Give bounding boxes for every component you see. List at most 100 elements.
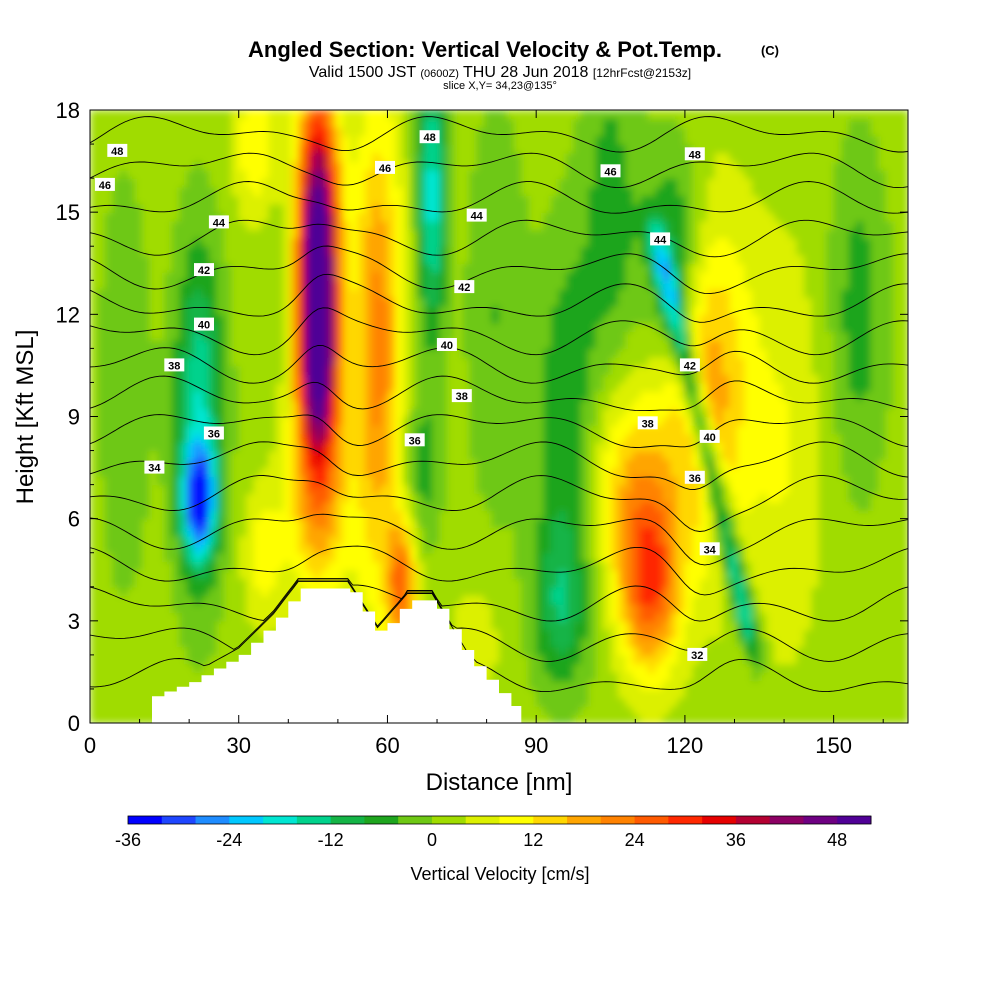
velocity-cell [320, 493, 329, 503]
velocity-cell [439, 433, 448, 443]
velocity-cell [238, 229, 247, 239]
velocity-cell [268, 135, 277, 145]
velocity-cell [469, 425, 478, 435]
velocity-cell [432, 161, 441, 171]
velocity-cell [521, 356, 530, 367]
velocity-cell [551, 263, 560, 273]
velocity-cell [246, 297, 255, 307]
velocity-cell [461, 442, 471, 452]
velocity-cell [149, 416, 158, 426]
velocity-cell [246, 425, 255, 435]
velocity-cell [409, 212, 418, 222]
velocity-cell [365, 127, 374, 137]
velocity-cell [305, 305, 314, 316]
velocity-cell [313, 493, 322, 503]
velocity-cell [283, 229, 292, 239]
velocity-cell [513, 135, 523, 145]
velocity-cell [179, 612, 188, 622]
velocity-cell [409, 510, 418, 520]
velocity-cell [223, 237, 233, 248]
velocity-cell [246, 144, 255, 154]
velocity-cell [595, 416, 604, 426]
velocity-cell [90, 578, 99, 588]
velocity-cell [320, 322, 329, 333]
velocity-cell [90, 518, 99, 528]
velocity-cell [536, 510, 545, 520]
velocity-cell [90, 339, 99, 350]
velocity-cell [565, 203, 575, 213]
velocity-cell [454, 314, 463, 324]
velocity-cell [149, 595, 158, 605]
velocity-cell [394, 186, 404, 196]
velocity-cell [127, 476, 136, 486]
velocity-cell [112, 373, 121, 384]
velocity-cell [565, 671, 575, 682]
velocity-cell [573, 297, 582, 307]
velocity-cell [261, 110, 270, 120]
velocity-cell [380, 356, 389, 367]
velocity-cell [513, 671, 523, 682]
velocity-cell [149, 552, 158, 563]
velocity-cell [469, 433, 478, 443]
velocity-cell [439, 110, 448, 120]
velocity-cell [208, 493, 218, 503]
velocity-cell [171, 442, 181, 452]
velocity-cell [171, 399, 181, 409]
velocity-cell [238, 237, 247, 248]
velocity-cell [439, 195, 448, 205]
velocity-cell [439, 161, 448, 171]
velocity-cell [90, 620, 99, 631]
velocity-cell [238, 169, 247, 179]
velocity-cell [446, 246, 456, 256]
velocity-cell [409, 578, 418, 588]
velocity-cell [298, 314, 307, 324]
velocity-cell [573, 356, 582, 367]
velocity-cell [261, 501, 270, 511]
velocity-cell [491, 229, 500, 239]
velocity-cell [476, 467, 485, 477]
velocity-cell [97, 578, 106, 588]
velocity-cell [327, 552, 337, 563]
velocity-cell [127, 705, 136, 716]
velocity-cell [595, 356, 604, 367]
velocity-cell [350, 195, 359, 205]
velocity-cell [513, 339, 523, 350]
velocity-cell [127, 331, 136, 341]
velocity-cell [580, 144, 590, 154]
velocity-cell [253, 450, 262, 460]
velocity-cell [402, 339, 411, 350]
velocity-cell [506, 612, 515, 622]
velocity-cell [543, 407, 552, 418]
velocity-cell [320, 152, 329, 162]
velocity-cell [409, 339, 418, 350]
velocity-cell [565, 254, 575, 265]
velocity-cell [558, 314, 567, 324]
velocity-cell [588, 535, 597, 545]
velocity-cell [580, 501, 590, 511]
velocity-cell [90, 654, 99, 665]
velocity-cell [595, 552, 604, 563]
velocity-cell [357, 399, 366, 409]
velocity-cell [201, 271, 210, 282]
velocity-cell [246, 135, 255, 145]
velocity-cell [499, 297, 508, 307]
velocity-cell [268, 450, 277, 460]
velocity-cell [104, 671, 114, 682]
velocity-cell [513, 476, 523, 486]
velocity-cell [268, 322, 277, 333]
velocity-cell [580, 212, 590, 222]
velocity-cell [246, 331, 255, 341]
velocity-cell [231, 527, 240, 537]
velocity-cell [142, 331, 151, 341]
velocity-cell [290, 510, 300, 520]
velocity-cell [506, 637, 515, 648]
velocity-cell [372, 407, 381, 418]
velocity-cell [305, 314, 314, 324]
velocity-cell [112, 220, 121, 230]
velocity-cell [179, 493, 188, 503]
velocity-cell [603, 671, 612, 682]
velocity-cell [104, 314, 114, 324]
velocity-cell [186, 331, 195, 341]
velocity-cell [342, 527, 352, 537]
velocity-cell [380, 127, 389, 137]
